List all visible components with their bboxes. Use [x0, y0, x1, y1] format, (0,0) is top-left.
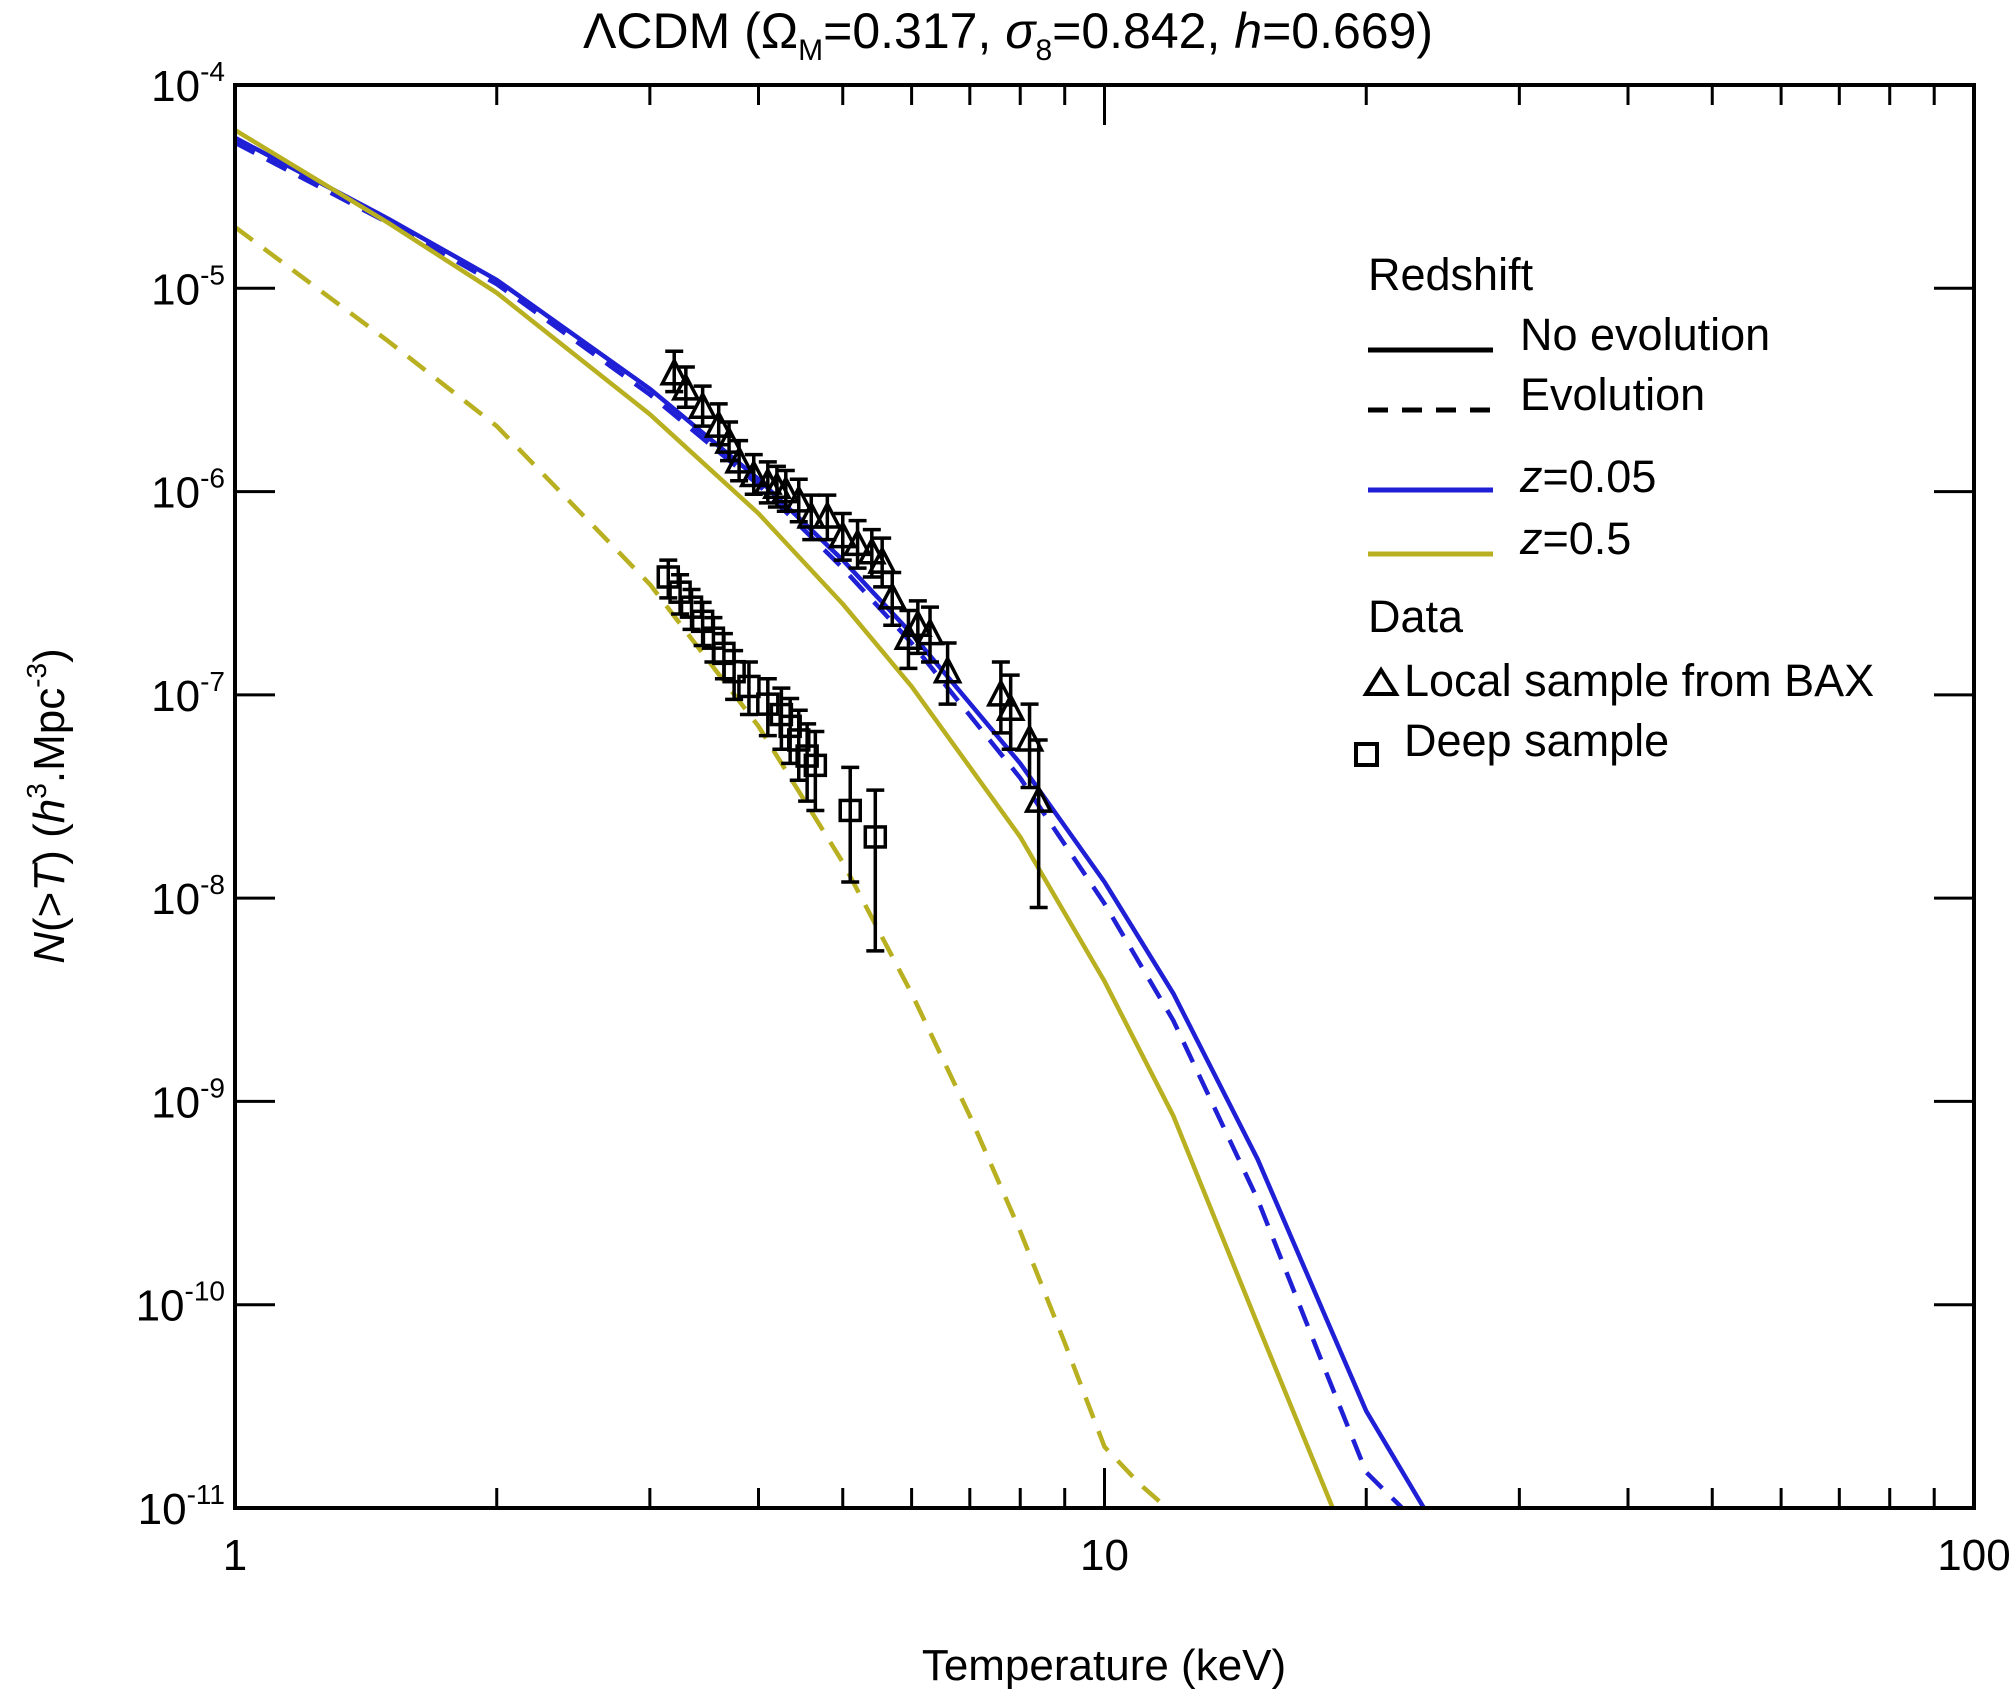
local-sample-point — [659, 349, 690, 394]
local-sample-point — [687, 384, 718, 428]
model-curves — [235, 128, 1426, 1508]
legend-redshift-heading: Redshift — [1368, 249, 1534, 300]
local-sample-point — [783, 477, 814, 524]
triangle-marker — [659, 356, 690, 386]
plot-frame — [233, 83, 1976, 1510]
triangle-marker — [1023, 784, 1054, 813]
local-sample-point — [877, 570, 908, 627]
local-sample-point — [842, 518, 873, 570]
legend-data-heading: Data — [1368, 591, 1464, 642]
deep-sample-point — [803, 729, 828, 813]
y-tick-label: 10-5 — [151, 259, 225, 314]
legend-square-marker — [1354, 742, 1379, 767]
legend-z005: z=0.05 — [1519, 451, 1656, 502]
legend-z05: z=0.5 — [1519, 513, 1631, 564]
square-marker — [737, 674, 761, 699]
triangle-marker — [995, 692, 1026, 721]
square-marker — [838, 798, 862, 823]
square-marker — [656, 565, 681, 589]
tick-labels: 1 10 100 10-4 10-5 10-6 10-7 10-8 10-9 10-10 10-11 — [136, 56, 2011, 1580]
local-sample-point — [985, 660, 1016, 735]
x-axis-label: Temperature (keV) — [922, 1641, 1286, 1690]
axis-ticks — [233, 83, 1976, 1510]
legend-evolution: Evolution — [1520, 369, 1705, 420]
x-tick-label: 100 — [1937, 1531, 2010, 1580]
x-tick-label: 10 — [1080, 1531, 1129, 1580]
y-tick-label: 10-10 — [136, 1276, 225, 1331]
y-tick-label: 10-11 — [138, 1479, 225, 1534]
triangle-marker — [877, 581, 908, 610]
triangle-marker — [703, 409, 734, 438]
local-sample-point — [1014, 702, 1045, 790]
local-sample-point — [867, 536, 898, 589]
local-sample-point — [932, 641, 963, 706]
data-points — [656, 349, 1054, 953]
deep-sample-point — [722, 648, 746, 702]
y-axis-label: N(>T) (h3.Mpc-3) — [21, 648, 74, 964]
local-sample-point — [995, 673, 1026, 752]
legend-triangle-marker — [1362, 666, 1400, 696]
triangle-marker — [902, 608, 933, 637]
local-sample-point — [812, 493, 843, 542]
local-sample-point — [1023, 738, 1054, 910]
local-sample-point — [796, 493, 827, 542]
local-sample-point — [827, 511, 858, 562]
square-marker — [722, 659, 746, 684]
triangle-marker — [724, 445, 755, 474]
triangle-marker — [738, 458, 769, 488]
curve-z05-evolution — [235, 225, 1169, 1508]
legend-local-sample: Local sample from BAX — [1404, 655, 1874, 706]
y-tick-label: 10-9 — [151, 1072, 225, 1127]
local-sample-point — [915, 605, 945, 664]
curve-z05-no-evolution — [235, 128, 1335, 1508]
local-sample-point — [670, 365, 701, 409]
triangle-marker — [812, 500, 843, 529]
deep-sample-point — [737, 660, 761, 717]
deep-sample-point — [838, 765, 862, 884]
chart-title: ΛCDM (ΩM=0.317, σ8=0.842, h=0.669) — [583, 3, 1433, 67]
y-tick-label: 10-4 — [151, 56, 225, 111]
y-tick-label: 10-6 — [151, 463, 225, 518]
triangle-marker — [842, 527, 873, 557]
legend-deep-sample: Deep sample — [1404, 715, 1669, 766]
triangle-marker — [932, 654, 963, 684]
triangle-marker — [856, 535, 887, 565]
triangle-marker — [915, 616, 945, 646]
triangle-marker — [770, 474, 801, 504]
triangle-marker — [670, 372, 701, 401]
deep-sample-point — [863, 788, 888, 953]
triangle-marker — [796, 500, 827, 529]
local-sample-point — [703, 402, 734, 447]
x-tick-label: 1 — [223, 1531, 247, 1580]
deep-sample-point — [656, 558, 681, 600]
square-marker — [863, 825, 888, 849]
legend: Redshift No evolution Evolution z=0.05 z… — [1354, 249, 1874, 767]
triangle-marker — [867, 545, 898, 574]
legend-no-evolution: No evolution — [1520, 309, 1770, 360]
triangle-marker — [687, 390, 718, 419]
curve-z005-evolution — [235, 140, 1404, 1508]
triangle-marker — [985, 678, 1016, 707]
triangle-marker — [827, 519, 858, 549]
curve-z005-no-evolution — [235, 135, 1426, 1508]
square-marker — [803, 753, 828, 778]
triangle-marker — [783, 484, 814, 513]
y-tick-label: 10-8 — [151, 869, 225, 924]
y-tick-label: 10-7 — [151, 666, 225, 721]
